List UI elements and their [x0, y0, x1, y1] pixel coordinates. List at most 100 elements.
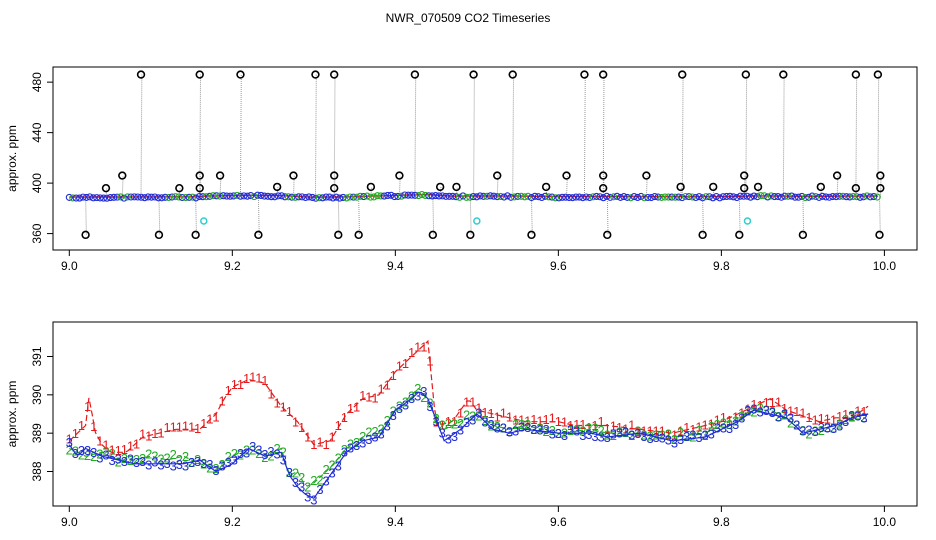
series-2-marker: 2: [445, 416, 452, 431]
series-2-marker: 2: [286, 465, 293, 480]
baseline-point: [849, 192, 857, 201]
baseline-point: [223, 192, 231, 200]
series-1-marker: 1: [463, 394, 470, 409]
outlier-point: [493, 171, 502, 180]
outlier-point: [562, 171, 571, 180]
baseline-point: [130, 193, 138, 201]
series-3-marker: 3: [371, 430, 378, 445]
outlier-connector: [602, 175, 605, 198]
series-1-marker: 1: [671, 428, 678, 443]
series-1-marker: 1: [274, 395, 281, 410]
outlier-point: [118, 171, 127, 180]
series-1-marker: 1: [665, 427, 672, 442]
baseline-point: [418, 191, 426, 199]
series-3-marker: 3: [591, 429, 598, 444]
series-1-marker: 1: [598, 414, 605, 429]
series-1-marker: 1: [818, 411, 825, 426]
outlier-connector: [199, 74, 202, 198]
series-3-marker: 3: [408, 391, 415, 406]
series-3-marker: 3: [261, 447, 268, 462]
baseline-point: [370, 193, 378, 201]
series-2-marker: 2: [689, 429, 696, 444]
baseline-point: [93, 194, 101, 202]
baseline-point: [267, 193, 275, 201]
baseline-point: [579, 194, 587, 202]
baseline-point: [281, 193, 289, 201]
outlier-connector: [583, 74, 586, 198]
outlier-point: [366, 182, 376, 192]
baseline-point: [69, 194, 77, 202]
series-1-marker: 1: [506, 409, 513, 424]
baseline-point: [134, 193, 142, 201]
baseline-point: [808, 192, 816, 200]
series-1-marker: 1: [756, 398, 763, 413]
baseline-point: [336, 194, 344, 202]
series-2-marker: 2: [108, 446, 115, 461]
series-3-marker: 3: [243, 446, 250, 461]
series-3-marker: 3: [598, 430, 605, 445]
series-3-marker: 3: [738, 410, 745, 425]
series-1-marker: 1: [487, 406, 494, 421]
baseline-point: [565, 193, 573, 202]
series-1-marker: 1: [714, 413, 721, 428]
series-2-marker: 2: [341, 442, 348, 457]
series-1-marker: 1: [286, 404, 293, 419]
series-1-marker: 1: [640, 423, 647, 438]
y-tick-label: 391: [30, 346, 44, 366]
outlier-point: [469, 70, 478, 79]
series-3-marker: 3: [536, 422, 543, 437]
outlier-connector: [257, 195, 260, 235]
x-tick-label: 9.4: [387, 259, 404, 273]
baseline-point: [65, 193, 73, 201]
outlier-point: [508, 70, 517, 79]
baseline-point: [716, 194, 724, 202]
series-1-marker: 1: [402, 356, 409, 371]
series-2-marker: 2: [261, 450, 268, 465]
baseline-point: [117, 193, 125, 201]
baseline-point: [750, 192, 758, 200]
outlier-point: [527, 230, 536, 240]
baseline-point: [623, 193, 631, 201]
series-3-marker: 3: [353, 438, 360, 453]
baseline-point: [421, 191, 429, 199]
baseline-point: [86, 193, 94, 201]
series-1-marker: 1: [329, 429, 336, 444]
outlier-point: [330, 171, 339, 180]
baseline-point: [551, 194, 559, 202]
series-3-marker: 3: [316, 482, 323, 497]
series-2-marker: 2: [585, 420, 592, 435]
series-2-marker: 2: [402, 395, 409, 410]
baseline-point: [709, 194, 717, 202]
outlier-connector: [414, 74, 417, 196]
baseline-point: [329, 194, 337, 202]
series-2-marker: 2: [329, 458, 336, 473]
baseline-point: [514, 192, 522, 200]
baseline-point: [387, 191, 395, 199]
series-3-marker: 3: [414, 388, 421, 403]
outlier-point: [603, 230, 612, 240]
series-2-marker: 2: [212, 461, 219, 476]
series-3-marker: 3: [322, 474, 329, 489]
series-3-marker: 3: [781, 406, 788, 421]
outlier-point: [580, 70, 589, 79]
series-1-marker: 1: [261, 373, 268, 388]
series-2-marker: 2: [451, 416, 458, 431]
baseline-point: [582, 193, 590, 201]
baseline-point: [534, 193, 542, 201]
baseline-point: [699, 194, 707, 202]
baseline-point: [842, 193, 850, 201]
series-2-marker: 2: [653, 428, 660, 443]
baseline-point: [315, 194, 323, 202]
baseline-point: [517, 192, 525, 200]
baseline-point: [630, 193, 638, 201]
series-3-marker: 3: [475, 405, 482, 420]
x-tick-label: 9.8: [713, 515, 730, 529]
outlier-point: [236, 70, 245, 79]
series-3-marker: 3: [481, 415, 488, 430]
series-1-line: [68, 339, 869, 453]
series-1-marker: 1: [157, 426, 164, 441]
outlier-point: [191, 230, 200, 240]
outlier-point: [354, 230, 363, 240]
baseline-point: [247, 191, 255, 200]
baseline-point: [657, 193, 666, 201]
